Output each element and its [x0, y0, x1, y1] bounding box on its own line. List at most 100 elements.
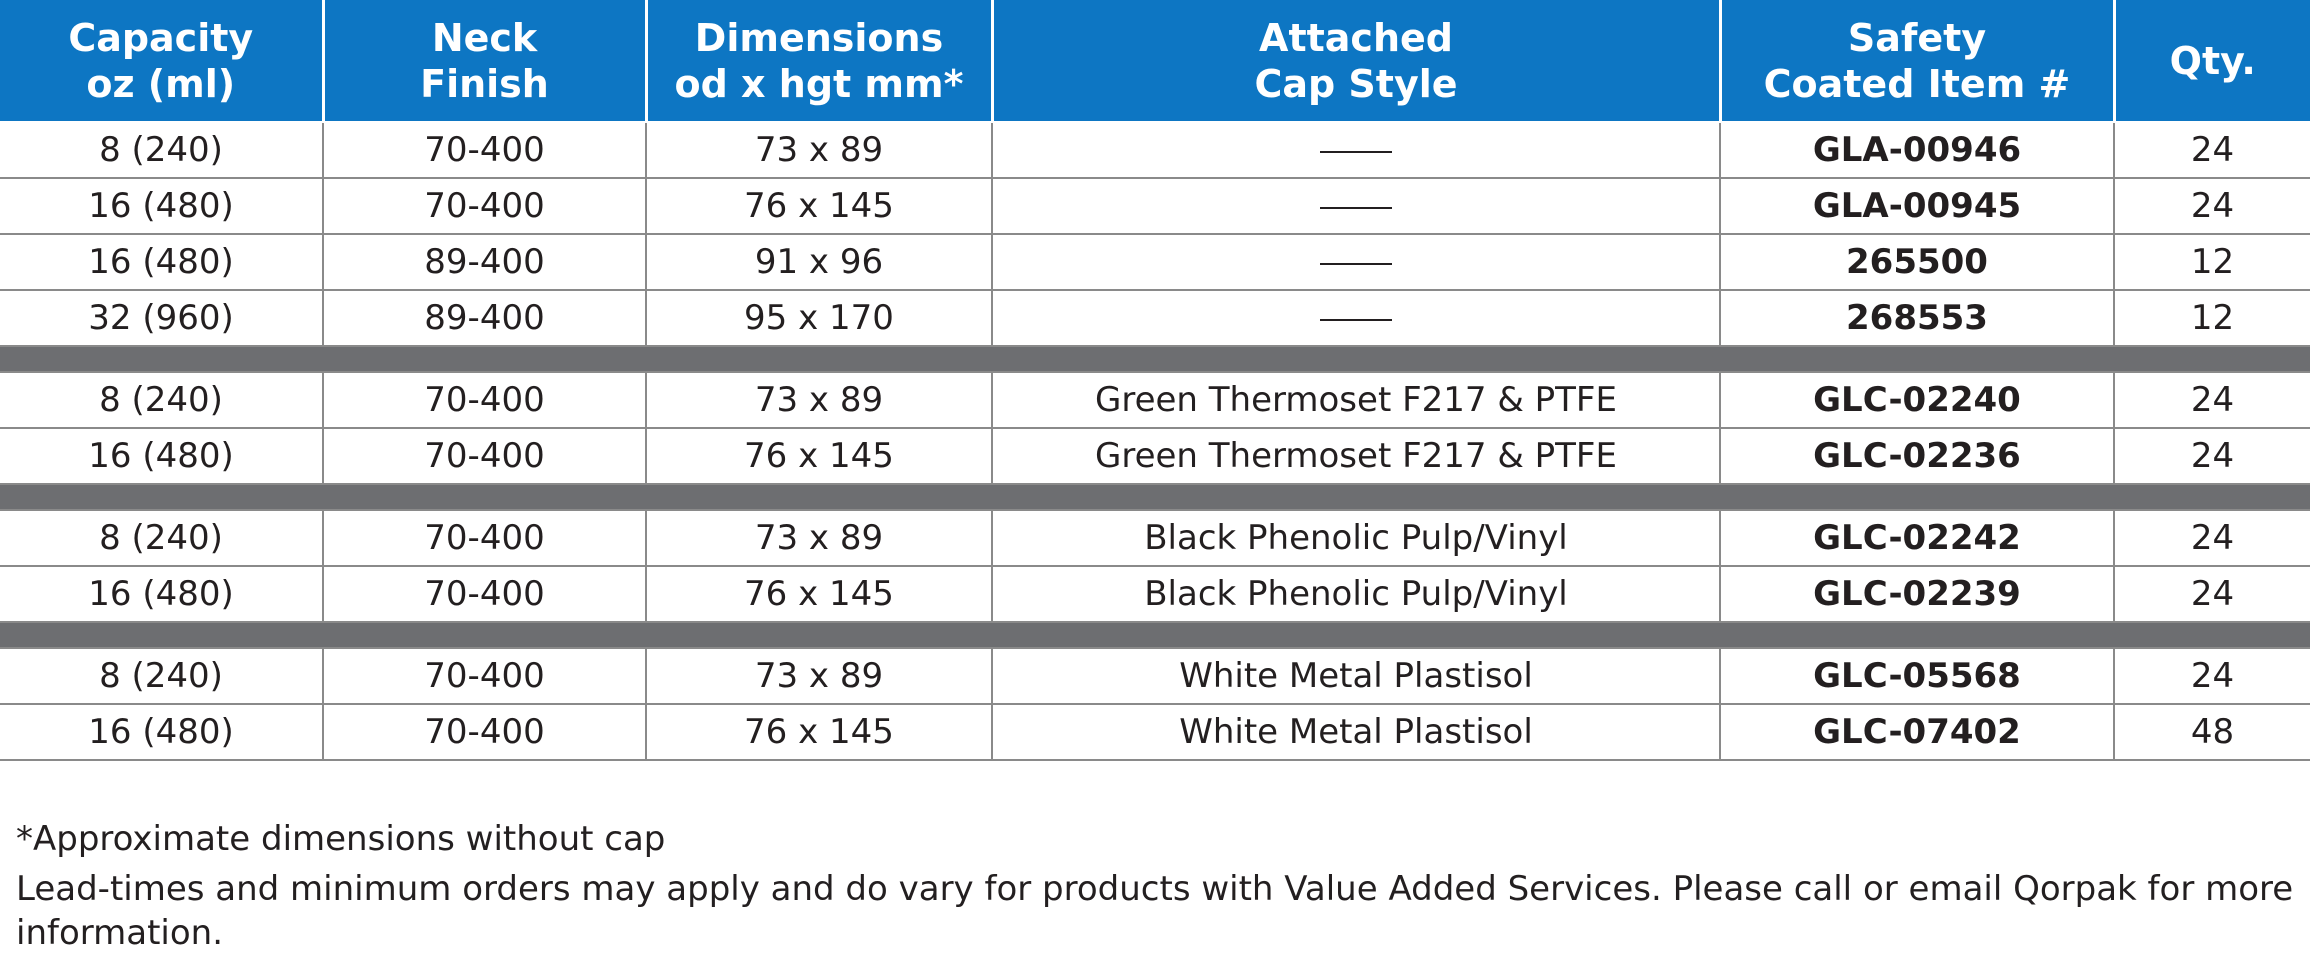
cell-neck-finish: 89-400 — [322, 234, 646, 291]
footnote-lead-times: Lead-times and minimum orders may apply … — [16, 869, 2294, 953]
empty-dash — [1320, 318, 1392, 321]
cell-item-number: GLC-02240 — [1719, 372, 2114, 429]
cell-cap-style: Green Thermoset F217 & PTFE — [991, 428, 1720, 485]
header-line: Attached — [1259, 15, 1453, 60]
table-row: 8 (240) 70-400 73 x 89 White Metal Plastiso… — [0, 648, 2310, 705]
cell-cap-style: White Metal Plastisol — [991, 648, 1720, 705]
cell-neck-finish: 70-400 — [322, 428, 646, 485]
cell-dimensions: 76 x 145 — [645, 428, 992, 485]
cell-neck-finish: 70-400 — [322, 510, 646, 567]
cell-cap-style — [991, 122, 1720, 179]
table-row: 16 (480) 70-400 76 x 145 Green Thermoset F2… — [0, 428, 2310, 485]
table-body: 8 (240) 70-400 73 x 89 GLA-00946 24 16 (480) 7… — [0, 122, 2310, 761]
cell-item-number: GLA-00945 — [1719, 178, 2114, 235]
cell-dimensions: 76 x 145 — [645, 704, 992, 761]
separator-bar — [0, 346, 2310, 373]
cell-capacity: 16 (480) — [0, 178, 323, 235]
cell-capacity: 16 (480) — [0, 428, 323, 485]
cell-item-number: 265500 — [1719, 234, 2114, 291]
header-line: Cap Style — [1254, 61, 1458, 106]
cell-dimensions: 76 x 145 — [645, 566, 992, 623]
empty-dash — [1320, 262, 1392, 265]
cell-qty: 24 — [2113, 510, 2310, 567]
cell-capacity: 8 (240) — [0, 510, 323, 567]
cell-qty: 24 — [2113, 428, 2310, 485]
group-separator — [0, 346, 2310, 373]
cell-item-number: GLC-02239 — [1719, 566, 2114, 623]
cell-dimensions: 76 x 145 — [645, 178, 992, 235]
header-line: Capacity — [68, 15, 254, 60]
cell-capacity: 16 (480) — [0, 234, 323, 291]
cell-dimensions: 91 x 96 — [645, 234, 992, 291]
empty-dash — [1320, 206, 1392, 209]
header-cap-style: Attached Cap Style — [990, 0, 1720, 123]
cell-neck-finish: 89-400 — [322, 290, 646, 347]
cell-capacity: 16 (480) — [0, 566, 323, 623]
cell-capacity: 8 (240) — [0, 648, 323, 705]
header-neck-finish: Neck Finish — [321, 0, 646, 123]
cell-neck-finish: 70-400 — [322, 648, 646, 705]
cell-dimensions: 73 x 89 — [645, 372, 992, 429]
cell-capacity: 8 (240) — [0, 372, 323, 429]
cell-neck-finish: 70-400 — [322, 566, 646, 623]
header-line: Dimensions — [694, 15, 944, 60]
header-line: Qty. — [2169, 38, 2256, 83]
cell-dimensions: 95 x 170 — [645, 290, 992, 347]
cell-cap-style — [991, 290, 1720, 347]
cell-qty: 24 — [2113, 372, 2310, 429]
cell-dimensions: 73 x 89 — [645, 122, 992, 179]
cell-capacity: 16 (480) — [0, 704, 323, 761]
cell-qty: 48 — [2113, 704, 2310, 761]
cell-neck-finish: 70-400 — [322, 178, 646, 235]
header-dimensions: Dimensions od x hgt mm* — [644, 0, 992, 123]
empty-dash — [1320, 150, 1392, 153]
header-capacity: Capacity oz (ml) — [0, 0, 323, 123]
group-separator — [0, 484, 2310, 511]
cell-cap-style: Black Phenolic Pulp/Vinyl — [991, 510, 1720, 567]
header-item-number: Safety Coated Item # — [1718, 0, 2114, 123]
cell-cap-style: Green Thermoset F217 & PTFE — [991, 372, 1720, 429]
cell-cap-style — [991, 234, 1720, 291]
header-line: Safety — [1847, 15, 1987, 60]
cell-cap-style: White Metal Plastisol — [991, 704, 1720, 761]
cell-dimensions: 73 x 89 — [645, 510, 992, 567]
cell-dimensions: 73 x 89 — [645, 648, 992, 705]
cell-neck-finish: 70-400 — [322, 704, 646, 761]
header-qty: Qty. — [2112, 0, 2310, 123]
cell-capacity: 8 (240) — [0, 122, 323, 179]
cell-item-number: GLA-00946 — [1719, 122, 2114, 179]
cell-qty: 12 — [2113, 234, 2310, 291]
cell-item-number: GLC-05568 — [1719, 648, 2114, 705]
header-line: Coated Item # — [1763, 61, 2071, 106]
cell-qty: 24 — [2113, 178, 2310, 235]
table-row: 16 (480) 70-400 76 x 145 Black Phenolic Pul… — [0, 566, 2310, 623]
footnotes: *Approximate dimensions without cap Lead… — [16, 817, 2296, 961]
header-line: od x hgt mm* — [674, 61, 964, 106]
table-row: 16 (480) 70-400 76 x 145 GLA-00945 24 — [0, 178, 2310, 235]
table-row: 16 (480) 89-400 91 x 96 265500 12 — [0, 234, 2310, 291]
cell-item-number: GLC-02242 — [1719, 510, 2114, 567]
cell-item-number: GLC-07402 — [1719, 704, 2114, 761]
cell-capacity: 32 (960) — [0, 290, 323, 347]
table-row: 16 (480) 70-400 76 x 145 White Metal Plasti… — [0, 704, 2310, 761]
table-row: 8 (240) 70-400 73 x 89 GLA-00946 24 — [0, 122, 2310, 179]
table-row: 8 (240) 70-400 73 x 89 Green Thermoset F217… — [0, 372, 2310, 429]
table-row: 32 (960) 89-400 95 x 170 268553 12 — [0, 290, 2310, 347]
separator-bar — [0, 484, 2310, 511]
cell-cap-style — [991, 178, 1720, 235]
cell-neck-finish: 70-400 — [322, 372, 646, 429]
cell-cap-style: Black Phenolic Pulp/Vinyl — [991, 566, 1720, 623]
cell-qty: 24 — [2113, 566, 2310, 623]
table-header-row: Capacity oz (ml) Neck Finish Dimensions … — [0, 0, 2310, 123]
product-spec-table: Capacity oz (ml) Neck Finish Dimensions … — [0, 0, 2310, 761]
cell-qty: 24 — [2113, 122, 2310, 179]
cell-item-number: 268553 — [1719, 290, 2114, 347]
cell-item-number: GLC-02236 — [1719, 428, 2114, 485]
footnote-approx-dimensions: *Approximate dimensions without cap — [16, 819, 666, 859]
separator-bar — [0, 622, 2310, 649]
header-line: oz (ml) — [86, 61, 236, 106]
cell-neck-finish: 70-400 — [322, 122, 646, 179]
group-separator — [0, 622, 2310, 649]
cell-qty: 12 — [2113, 290, 2310, 347]
header-line: Finish — [420, 61, 549, 106]
